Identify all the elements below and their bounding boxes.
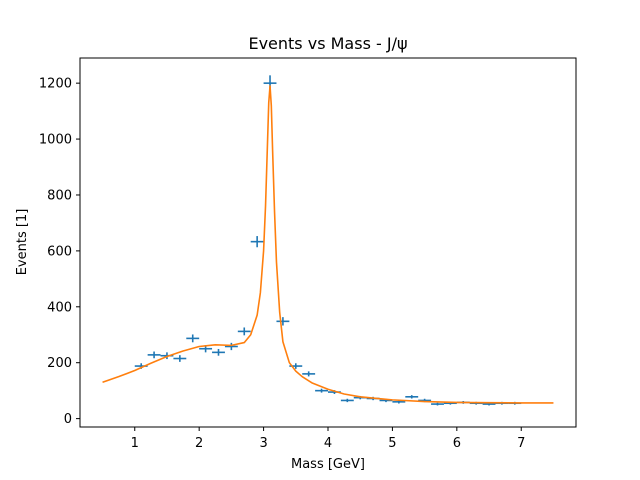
fit-layer	[102, 85, 554, 404]
y-tick-label: 600	[47, 244, 72, 259]
data-point	[340, 398, 354, 403]
x-tick-label: 3	[259, 436, 267, 451]
data-point	[315, 388, 328, 393]
y-tick-label: 0	[64, 412, 72, 427]
y-tick-label: 1000	[39, 133, 72, 148]
fit-curve	[102, 85, 554, 404]
y-axis-ticks: 0 200 400 600 800 1000 1200	[39, 77, 80, 427]
x-tick-label: 1	[131, 436, 139, 451]
y-tick-label: 400	[47, 300, 72, 315]
data-point	[302, 371, 316, 377]
data-point	[405, 395, 419, 399]
y-tick-label: 800	[47, 188, 72, 203]
data-point	[224, 342, 238, 351]
data-point	[186, 334, 200, 343]
x-tick-label: 6	[453, 436, 461, 451]
data-point	[212, 349, 225, 356]
plot-area	[102, 75, 554, 406]
x-tick-label: 2	[195, 436, 203, 451]
data-point	[276, 317, 290, 326]
data-point	[147, 351, 161, 359]
x-axis-label: Mass [GeV]	[291, 457, 365, 472]
data-point	[237, 327, 251, 336]
x-axis-ticks: 1 2 3 4 5 6 7	[131, 427, 525, 451]
x-tick-label: 5	[388, 436, 396, 451]
data-point	[431, 402, 444, 406]
chart-title: Events vs Mass - J/ψ	[248, 34, 407, 53]
data-point	[250, 236, 264, 248]
y-tick-label: 1200	[39, 77, 72, 92]
data-point	[173, 355, 187, 362]
x-tick-label: 4	[324, 436, 332, 451]
y-tick-label: 200	[47, 356, 72, 371]
y-axis-label: Events [1]	[15, 209, 30, 276]
x-tick-label: 7	[517, 436, 525, 451]
